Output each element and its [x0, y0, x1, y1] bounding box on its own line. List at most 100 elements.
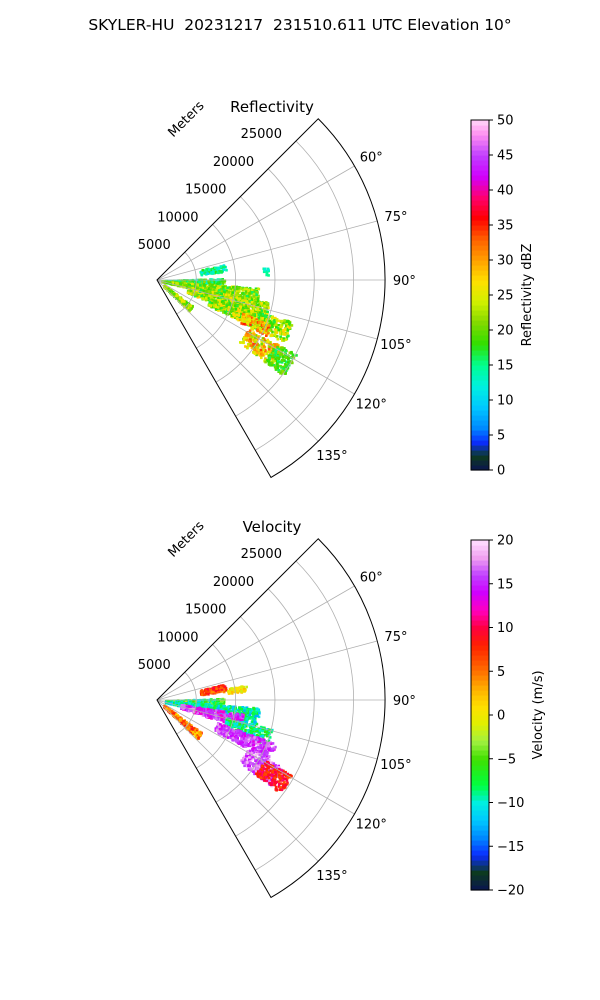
data-point — [239, 294, 243, 297]
data-point — [186, 302, 189, 305]
data-point — [225, 720, 228, 724]
data-point — [242, 313, 245, 316]
colorbar-swatch — [471, 415, 489, 421]
data-point — [248, 708, 252, 711]
data-point — [202, 713, 206, 716]
data-point — [250, 318, 253, 321]
data-point — [241, 730, 245, 734]
data-point — [272, 347, 275, 351]
data-point — [235, 305, 239, 309]
data-point — [258, 747, 261, 751]
data-point — [196, 707, 199, 710]
data-point — [210, 301, 214, 305]
data-point — [192, 700, 195, 703]
data-point — [255, 707, 259, 710]
data-point — [231, 691, 234, 694]
data-point — [229, 287, 233, 291]
data-point — [257, 710, 261, 713]
data-point — [223, 724, 226, 728]
data-point — [248, 298, 251, 301]
data-point — [183, 304, 186, 308]
data-point — [222, 710, 225, 714]
data-point — [245, 715, 249, 719]
data-point — [254, 334, 258, 337]
data-point — [208, 290, 211, 293]
data-point — [217, 296, 220, 300]
data-point — [199, 288, 203, 292]
data-point — [238, 302, 242, 305]
data-point — [284, 372, 287, 375]
data-point — [229, 710, 233, 713]
data-point — [231, 728, 234, 732]
data-point — [241, 289, 245, 292]
data-point — [281, 339, 284, 342]
data-point — [202, 295, 205, 299]
data-point — [205, 297, 208, 300]
data-point — [234, 706, 237, 710]
data-point — [175, 279, 178, 283]
data-point — [280, 319, 283, 323]
data-point — [195, 294, 199, 297]
data-point — [245, 709, 249, 713]
data-point — [263, 302, 266, 305]
data-point — [256, 328, 259, 332]
data-point — [275, 323, 278, 327]
azimuth-gridline — [156, 220, 378, 281]
data-point — [194, 284, 197, 288]
data-point — [188, 286, 191, 289]
data-point — [219, 731, 223, 735]
data-point — [178, 282, 182, 286]
data-point — [237, 718, 240, 722]
data-point — [249, 344, 253, 347]
data-point — [228, 724, 232, 728]
data-point — [229, 721, 233, 725]
data-point — [243, 311, 246, 314]
colorbar-swatch — [471, 410, 489, 416]
data-point — [266, 734, 269, 738]
data-point — [226, 286, 229, 290]
data-point — [216, 294, 219, 297]
data-point — [208, 303, 211, 307]
data-point — [220, 304, 223, 307]
data-point — [248, 292, 251, 295]
data-point — [268, 341, 272, 344]
data-point — [212, 701, 216, 705]
data-point — [274, 368, 278, 371]
data-point — [217, 286, 220, 290]
data-point — [235, 309, 239, 312]
data-point — [242, 737, 246, 740]
colorbar-swatch — [471, 305, 489, 311]
data-point — [242, 740, 245, 744]
data-point — [275, 320, 278, 324]
data-point — [295, 354, 298, 357]
data-point — [171, 281, 174, 285]
data-point — [209, 292, 212, 295]
data-point — [250, 326, 253, 330]
data-point — [210, 704, 213, 708]
data-point — [223, 288, 226, 292]
data-point — [257, 321, 261, 324]
colorbar-swatch — [471, 345, 489, 351]
data-point — [279, 372, 282, 375]
data-point — [248, 331, 252, 334]
data-point — [196, 283, 200, 287]
azimuth-tick-label: 120° — [356, 398, 387, 413]
data-point — [281, 372, 284, 375]
data-point — [287, 334, 290, 338]
colorbar-swatch — [471, 365, 489, 371]
data-point — [196, 296, 200, 299]
data-point — [238, 309, 241, 312]
data-point — [220, 271, 223, 274]
data-point — [254, 287, 258, 291]
data-point — [261, 740, 264, 744]
data-point — [274, 350, 277, 354]
data-point — [256, 297, 260, 300]
colorbar-tick-label: 50 — [497, 114, 514, 129]
data-point — [242, 739, 246, 742]
data-point — [229, 296, 232, 300]
data-point — [173, 293, 176, 296]
data-point — [199, 284, 202, 287]
data-point — [268, 356, 271, 360]
data-point — [228, 312, 232, 316]
data-point — [256, 348, 259, 351]
